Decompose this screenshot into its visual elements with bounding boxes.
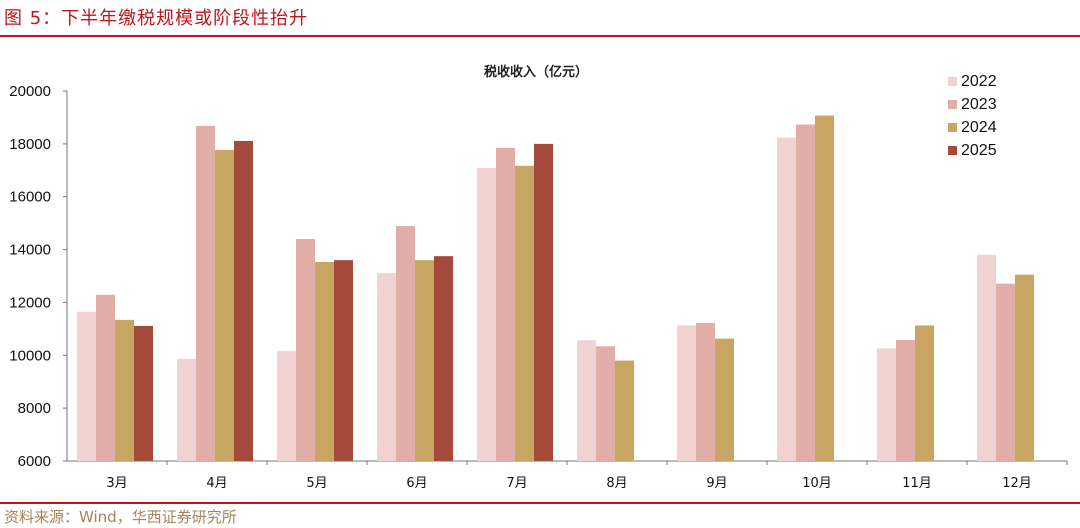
y-tick-label: 16000 — [9, 189, 51, 206]
y-tick-label: 12000 — [9, 294, 51, 311]
legend-swatch — [948, 146, 957, 155]
bar-2023-5 — [296, 239, 315, 461]
legend-swatch — [948, 100, 957, 109]
bar-chart: 6000 8000 10000 12000 14000 16000 18000 20000 3月… — [9, 83, 1068, 491]
bar-2024-6 — [415, 260, 434, 461]
bar-2024-11 — [915, 325, 934, 461]
bar-2023-11 — [896, 339, 915, 461]
chart-title-text: 税收收入（亿元） — [483, 65, 588, 80]
bar-2024-12 — [1015, 274, 1034, 461]
x-tick-label: 4月 — [206, 476, 227, 491]
bar-2023-9 — [696, 323, 715, 461]
bar-2025-4 — [234, 140, 253, 461]
figure-title: 图 5：下半年缴税规模或阶段性抬升 — [4, 8, 309, 29]
legend-item-2024: 2024 — [948, 116, 997, 139]
bar-2024-10 — [815, 115, 834, 461]
bar-2024-3 — [115, 319, 134, 461]
bar-2022-8 — [577, 340, 596, 461]
bar-2022-9 — [677, 325, 696, 461]
x-tick-label: 9月 — [706, 476, 727, 491]
x-tick-label: 7月 — [506, 476, 527, 491]
x-tick-label: 11月 — [902, 476, 932, 491]
legend-label: 2023 — [961, 95, 997, 113]
chart-legend: 2022 2023 2024 2025 — [948, 70, 997, 162]
bottom-rule — [0, 502, 1080, 504]
x-tick-label: 12月 — [1002, 476, 1032, 491]
y-tick-label: 18000 — [9, 136, 51, 153]
bar-2023-3 — [96, 294, 115, 461]
top-rule — [0, 35, 1080, 37]
bar-2025-3 — [134, 325, 153, 461]
bar-2024-8 — [615, 360, 634, 461]
bar-2023-7 — [496, 147, 515, 462]
x-tick-label: 8月 — [606, 476, 627, 491]
bar-2022-7 — [477, 167, 496, 461]
bar-2022-11 — [877, 348, 896, 461]
legend-label: 2024 — [961, 118, 997, 136]
bar-2025-7 — [534, 143, 553, 461]
legend-item-2022: 2022 — [948, 70, 997, 93]
bar-2022-10 — [777, 137, 796, 461]
bar-2022-12 — [977, 254, 996, 461]
bar-2024-4 — [215, 149, 234, 461]
bar-2022-4 — [177, 358, 196, 461]
bar-2023-4 — [196, 125, 215, 461]
y-tick-label: 8000 — [18, 400, 51, 417]
x-tick-label: 6月 — [406, 476, 427, 491]
legend-item-2023: 2023 — [948, 93, 997, 116]
legend-label: 2025 — [961, 141, 997, 159]
bar-2024-9 — [715, 338, 734, 461]
bar-2023-12 — [996, 283, 1015, 461]
bar-2023-8 — [596, 346, 615, 461]
legend-swatch — [948, 123, 957, 132]
x-tick-label: 10月 — [802, 476, 832, 491]
y-tick-label: 20000 — [9, 83, 51, 100]
bar-2022-3 — [77, 311, 96, 461]
legend-swatch — [948, 77, 957, 86]
bar-2023-10 — [796, 124, 815, 462]
chart-title: 税收收入（亿元） — [0, 61, 1080, 80]
bar-2024-5 — [315, 261, 334, 461]
source-note: 资料来源：Wind，华西证券研究所 — [4, 508, 237, 526]
y-tick-label: 14000 — [9, 242, 51, 259]
bar-2022-6 — [377, 273, 396, 461]
bar-2022-5 — [277, 351, 296, 461]
y-tick-label: 10000 — [9, 347, 51, 364]
bar-2025-6 — [434, 256, 453, 461]
x-tick-label: 5月 — [306, 476, 327, 491]
y-tick-label: 6000 — [18, 453, 51, 470]
legend-label: 2022 — [961, 72, 997, 90]
bar-2025-5 — [334, 260, 353, 461]
x-tick-label: 3月 — [106, 476, 127, 491]
bar-2023-6 — [396, 226, 415, 461]
bar-2024-7 — [515, 165, 534, 462]
legend-item-2025: 2025 — [948, 139, 997, 162]
